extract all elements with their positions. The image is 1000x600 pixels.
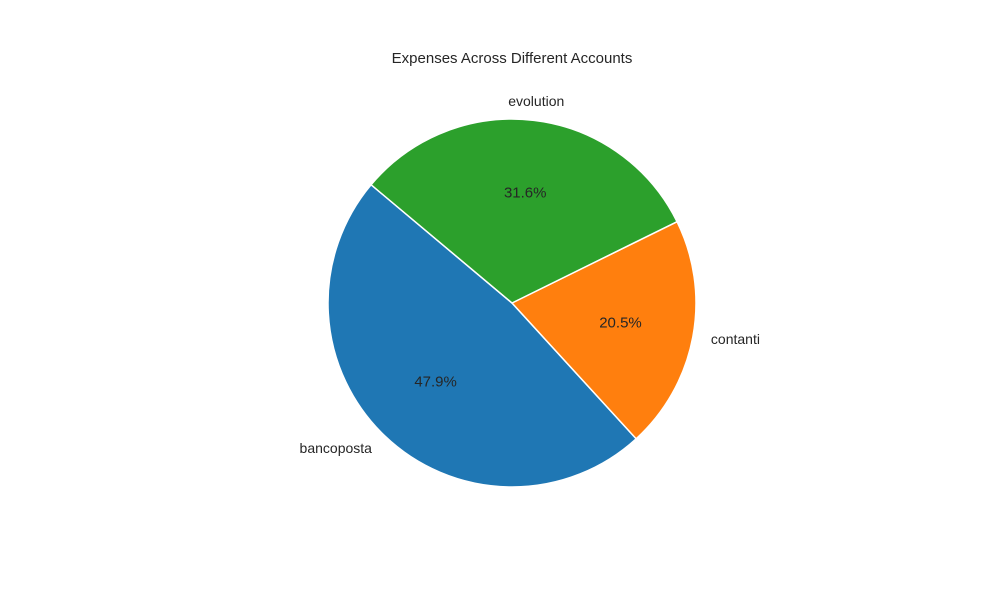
slice-percent-evolution: 31.6% <box>504 184 547 201</box>
slice-label-bancoposta: bancoposta <box>300 440 373 456</box>
pie-labels: bancoposta 47.9% contanti 20.5% evolution 31.… <box>300 93 760 456</box>
pie-slice-contanti <box>511 220 697 440</box>
slice-percent-contanti: 20.5% <box>599 314 642 331</box>
pie-slice-evolution <box>370 118 678 304</box>
slice-percent-bancoposta: 47.9% <box>414 374 457 391</box>
slice-label-contanti: contanti <box>711 331 760 347</box>
pie-slice-bancoposta <box>327 183 637 488</box>
pie-slices <box>327 118 697 488</box>
slice-label-evolution: evolution <box>508 93 564 109</box>
chart-title: Expenses Across Different Accounts <box>392 50 633 67</box>
